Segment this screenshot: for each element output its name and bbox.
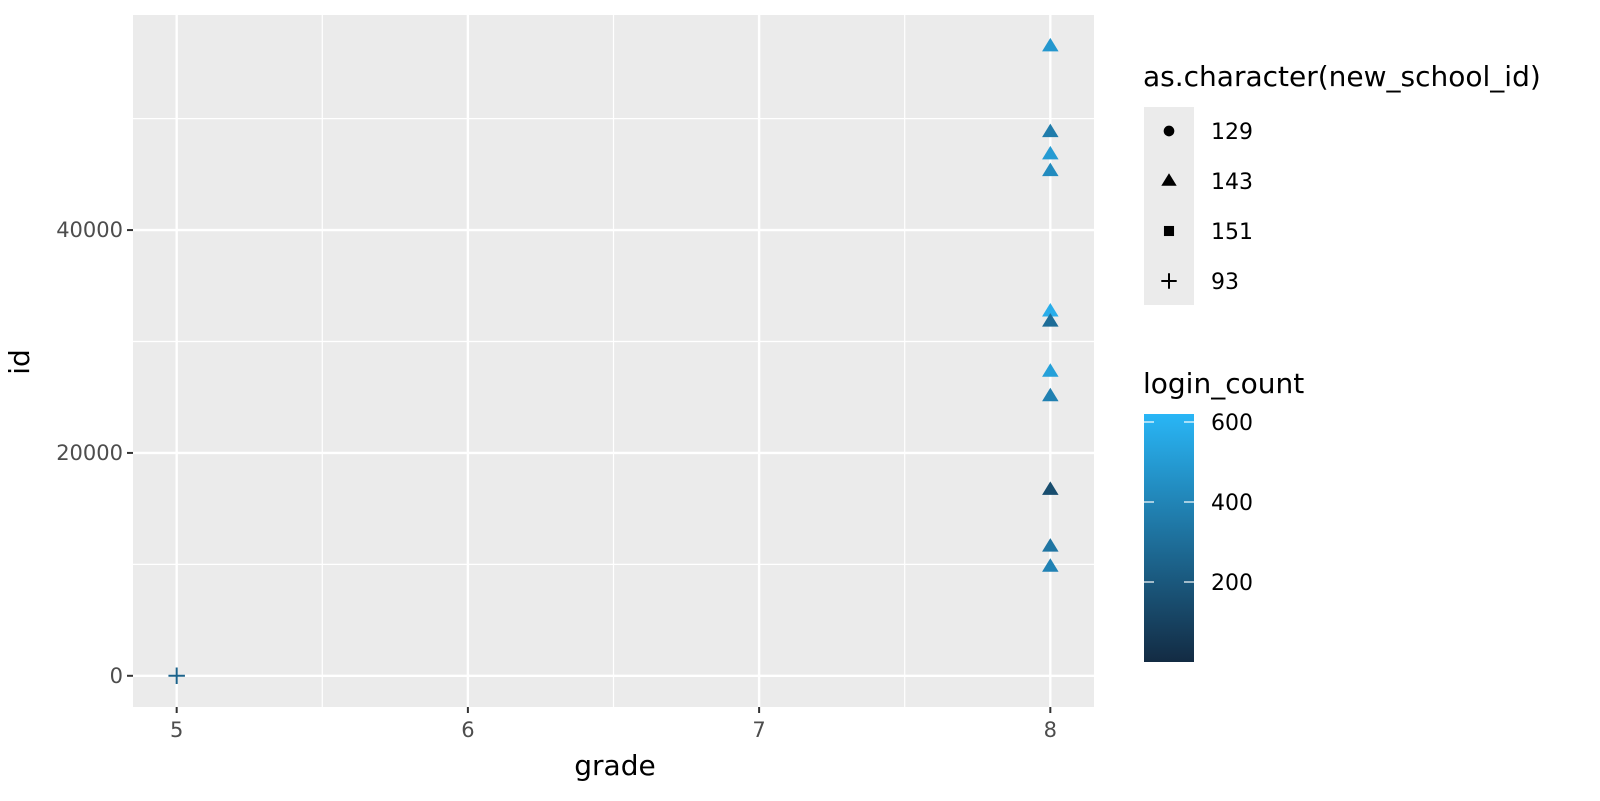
data-point (1042, 303, 1059, 317)
data-point (1042, 145, 1059, 160)
y-tick-label: 40000 (56, 218, 123, 242)
x-tick-label: 7 (752, 718, 765, 742)
grid-lines (133, 15, 1094, 707)
data-point (1042, 313, 1059, 327)
data-point (1042, 363, 1059, 377)
data-point (1042, 37, 1059, 52)
x-tick-label: 6 (461, 718, 474, 742)
data-point (1042, 387, 1059, 402)
shape-legend-key-triangle-icon (1161, 173, 1177, 186)
color-bar (1144, 414, 1194, 662)
y-tick-label: 0 (110, 664, 123, 688)
shape-legend-label: 93 (1211, 270, 1239, 295)
color-legend-label: 600 (1211, 411, 1253, 436)
shape-legend-key-background (1144, 107, 1194, 305)
axes: 5 6 7 8 0 20000 40000 (56, 218, 1057, 742)
x-axis-title: grade (574, 749, 655, 782)
shape-legend-label: 143 (1211, 170, 1253, 195)
shape-legend: as.character(new_school_id) 129 143 151 93 (1143, 60, 1541, 305)
data-point (168, 667, 185, 685)
data-point (1042, 162, 1059, 177)
shape-legend-key-circle-icon (1163, 125, 1175, 137)
data-points (168, 37, 1059, 685)
data-point (1042, 481, 1059, 495)
y-axis-title: id (3, 349, 36, 375)
shape-legend-label: 151 (1211, 220, 1253, 245)
shape-legend-label: 129 (1211, 120, 1253, 145)
x-tick-label: 8 (1044, 718, 1057, 742)
color-legend-title: login_count (1143, 367, 1304, 400)
y-tick-label: 20000 (56, 441, 123, 465)
color-legend-label: 200 (1211, 571, 1253, 596)
shape-legend-key-square-icon (1163, 225, 1175, 237)
shape-legend-title: as.character(new_school_id) (1143, 60, 1541, 93)
color-legend: login_count 600 400 200 (1143, 367, 1304, 662)
data-point (1042, 558, 1059, 572)
x-tick-label: 5 (170, 718, 183, 742)
data-point (1042, 538, 1059, 552)
shape-legend-key-plus-icon (1161, 273, 1177, 289)
color-legend-label: 400 (1211, 491, 1253, 516)
data-point (1042, 123, 1059, 138)
